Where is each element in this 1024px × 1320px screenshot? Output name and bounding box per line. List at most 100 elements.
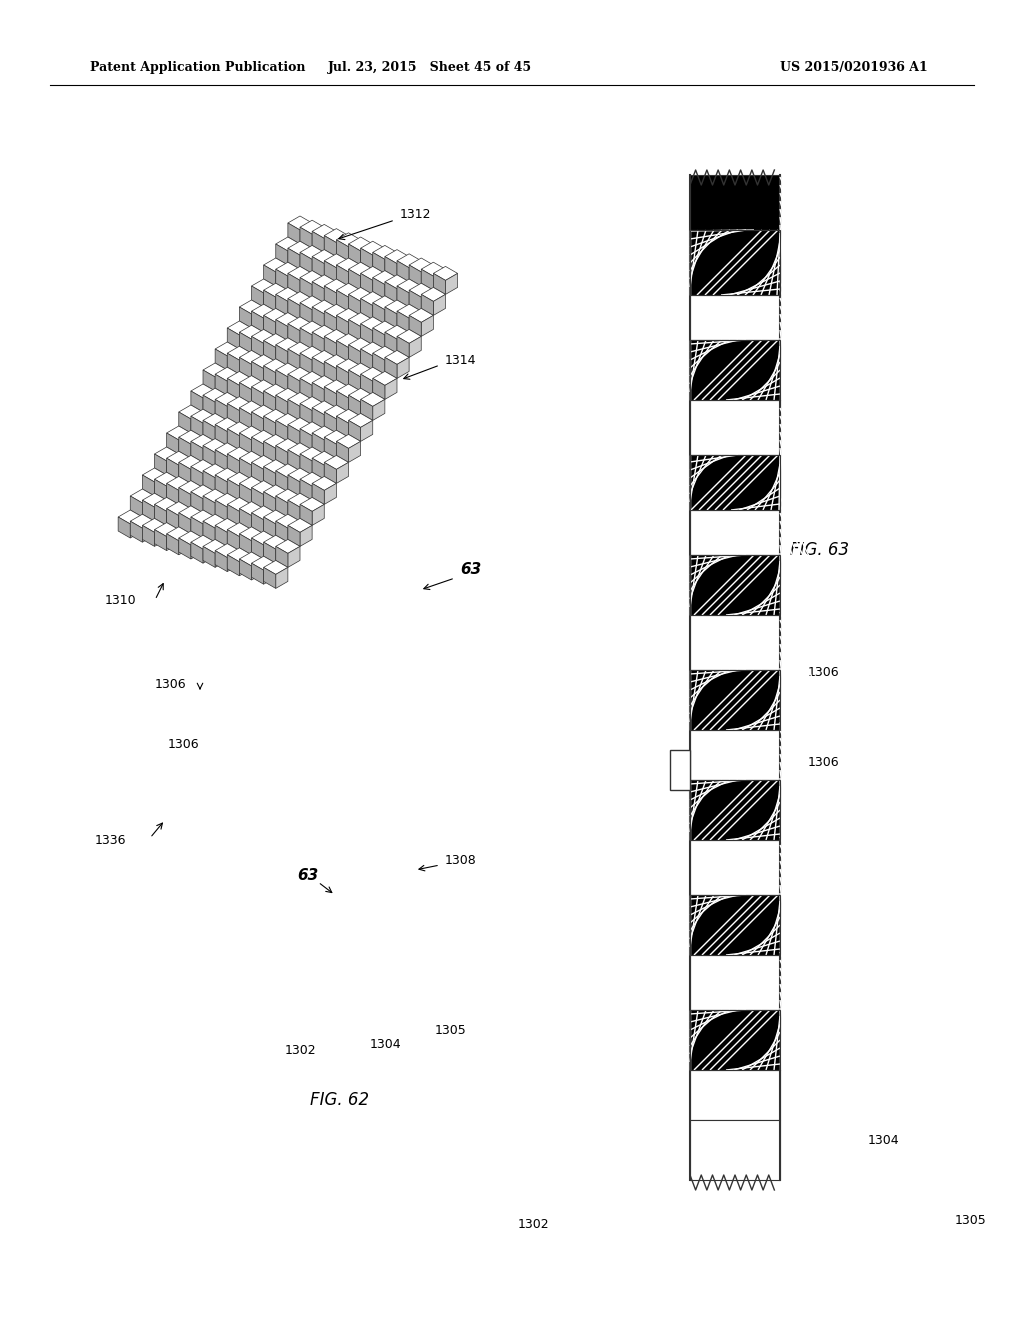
Polygon shape [373, 327, 385, 348]
Polygon shape [288, 392, 312, 407]
Polygon shape [142, 521, 155, 543]
Polygon shape [203, 363, 227, 378]
Polygon shape [373, 277, 385, 298]
Polygon shape [325, 437, 336, 458]
Polygon shape [325, 462, 336, 483]
Polygon shape [179, 512, 190, 533]
Polygon shape [348, 263, 373, 276]
Polygon shape [275, 370, 288, 391]
Polygon shape [179, 533, 190, 554]
Polygon shape [215, 395, 227, 416]
Polygon shape [312, 404, 325, 425]
Polygon shape [263, 286, 275, 308]
Polygon shape [227, 327, 240, 348]
Polygon shape [263, 309, 288, 322]
Polygon shape [263, 284, 288, 297]
Polygon shape [263, 257, 288, 272]
Polygon shape [336, 334, 360, 347]
Polygon shape [300, 500, 312, 521]
Polygon shape [336, 412, 348, 433]
Polygon shape [385, 350, 410, 364]
Polygon shape [336, 341, 348, 362]
Polygon shape [142, 496, 155, 517]
Polygon shape [312, 350, 336, 364]
Polygon shape [325, 455, 348, 470]
Bar [690, 780, 780, 840]
Bar [690, 510, 780, 554]
Polygon shape [240, 325, 263, 339]
Bar [690, 455, 780, 510]
Polygon shape [300, 475, 312, 496]
Polygon shape [203, 438, 227, 453]
Polygon shape [263, 391, 275, 412]
Text: FIG. 63: FIG. 63 [791, 541, 850, 558]
Polygon shape [288, 244, 300, 265]
Polygon shape [179, 487, 190, 508]
Polygon shape [227, 548, 252, 562]
Polygon shape [397, 286, 410, 308]
Polygon shape [312, 281, 325, 302]
Polygon shape [155, 529, 167, 550]
Polygon shape [167, 502, 190, 516]
Polygon shape [421, 315, 433, 337]
Polygon shape [227, 447, 252, 461]
Polygon shape [252, 430, 275, 445]
Polygon shape [397, 333, 410, 354]
Polygon shape [312, 308, 325, 327]
Polygon shape [325, 430, 348, 445]
Polygon shape [325, 261, 336, 281]
Polygon shape [203, 496, 215, 517]
Polygon shape [312, 458, 325, 479]
Polygon shape [240, 429, 252, 450]
Polygon shape [252, 380, 275, 393]
Polygon shape [252, 279, 275, 293]
Polygon shape [360, 294, 373, 315]
Polygon shape [312, 252, 325, 273]
Polygon shape [215, 425, 227, 446]
Polygon shape [336, 232, 360, 247]
Polygon shape [348, 319, 360, 341]
Polygon shape [348, 388, 373, 403]
Polygon shape [179, 412, 190, 433]
Polygon shape [397, 304, 421, 318]
Polygon shape [360, 400, 373, 420]
Polygon shape [142, 494, 167, 507]
Polygon shape [263, 535, 288, 549]
Polygon shape [179, 405, 203, 418]
Polygon shape [252, 358, 263, 379]
Text: 63: 63 [460, 562, 481, 578]
Polygon shape [263, 512, 275, 533]
Polygon shape [312, 275, 336, 289]
Polygon shape [325, 337, 336, 358]
Polygon shape [275, 420, 288, 441]
Polygon shape [360, 273, 373, 294]
Polygon shape [325, 358, 336, 379]
Polygon shape [397, 312, 410, 333]
Polygon shape [215, 525, 227, 546]
Polygon shape [203, 416, 215, 437]
Polygon shape [300, 348, 312, 370]
Polygon shape [348, 269, 360, 290]
Polygon shape [288, 345, 300, 366]
Polygon shape [300, 252, 312, 273]
Polygon shape [373, 248, 385, 269]
Polygon shape [190, 441, 203, 462]
Polygon shape [215, 496, 227, 517]
Polygon shape [227, 450, 240, 471]
Polygon shape [227, 404, 240, 425]
Polygon shape [215, 475, 227, 496]
Polygon shape [190, 391, 203, 412]
Polygon shape [190, 517, 203, 539]
Polygon shape [215, 348, 227, 370]
Polygon shape [325, 387, 336, 408]
Polygon shape [203, 413, 227, 428]
Polygon shape [118, 510, 142, 524]
Polygon shape [275, 543, 288, 564]
Polygon shape [203, 543, 215, 564]
Polygon shape [312, 249, 336, 264]
Polygon shape [348, 441, 360, 462]
Polygon shape [252, 412, 263, 433]
Polygon shape [360, 317, 385, 331]
Polygon shape [227, 454, 240, 475]
Polygon shape [421, 290, 433, 312]
